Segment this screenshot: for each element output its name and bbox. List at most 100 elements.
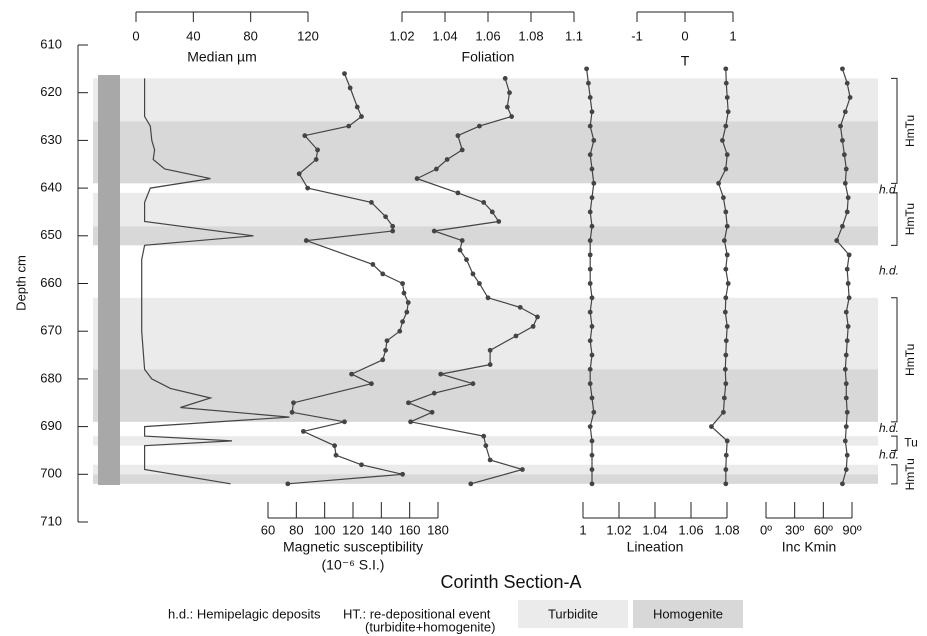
log-point	[723, 295, 729, 301]
log-point	[589, 438, 595, 444]
x-tick-label: 140	[370, 522, 392, 537]
log-point	[723, 452, 729, 458]
log-point	[846, 295, 852, 301]
log-point	[487, 362, 493, 367]
log-point	[487, 347, 493, 353]
y-tick-label: 650	[40, 227, 62, 242]
band	[93, 464, 878, 475]
unit-label: HmTu	[903, 203, 917, 235]
log-point	[359, 462, 364, 468]
band	[93, 474, 878, 484]
band	[93, 192, 878, 227]
x-tick-label: 120	[297, 28, 319, 43]
x-tick-label: 1.04	[432, 28, 457, 43]
log-point	[840, 138, 845, 143]
log-point	[470, 381, 476, 387]
log-point	[489, 209, 495, 215]
log-point	[303, 238, 309, 243]
band	[93, 297, 878, 370]
log-point	[591, 409, 597, 415]
log-line	[406, 78, 539, 485]
log-point	[485, 295, 491, 301]
log-point	[845, 281, 851, 286]
log-point	[468, 481, 474, 487]
unit-bracket	[891, 77, 898, 184]
panel-title: Inc Kmin	[782, 539, 836, 555]
log-point	[400, 471, 405, 477]
log-point	[459, 238, 465, 243]
log-point	[721, 395, 727, 401]
log-point	[724, 324, 730, 329]
log-point	[589, 195, 595, 201]
x-tick-label: 1.02	[606, 522, 631, 537]
x-tick-label: 180	[427, 522, 449, 537]
log-point	[591, 180, 597, 186]
note: h.d.: Hemipelagic deposits	[168, 606, 321, 621]
y-tick-label: 670	[40, 323, 62, 338]
panel-subtitle: (10⁻⁶ S.I.)	[322, 557, 385, 573]
panel-title: Median µm	[187, 49, 257, 65]
log-point	[591, 138, 597, 143]
band	[93, 121, 878, 184]
y-tick-label: 620	[40, 84, 62, 99]
log-point	[589, 223, 595, 229]
log-point	[721, 195, 726, 201]
log-point	[589, 452, 595, 458]
log-point	[846, 252, 852, 258]
log-point	[843, 395, 849, 401]
log-point	[406, 400, 411, 406]
log-line	[586, 68, 595, 484]
log-point	[296, 171, 302, 177]
log-point	[834, 238, 840, 243]
log-point	[589, 324, 595, 329]
log-point	[587, 424, 593, 429]
x-tick-label: 1.08	[714, 522, 739, 537]
x-tick-label: 40	[186, 28, 200, 43]
y-tick-label: 610	[40, 36, 62, 51]
x-tick-label: 1.06	[475, 28, 500, 43]
x-tick-label: 100	[314, 522, 336, 537]
log-point	[369, 200, 374, 205]
log-point	[724, 252, 730, 258]
log-point	[587, 152, 593, 158]
unit-bracket	[891, 464, 898, 485]
log-point	[723, 481, 729, 487]
log-point	[589, 109, 595, 115]
unit-label: HmTu	[903, 458, 917, 490]
log-point	[587, 238, 593, 243]
log-point	[404, 309, 410, 315]
log-point	[481, 200, 487, 205]
log-point	[302, 133, 308, 139]
y-tick-label: 660	[40, 275, 62, 290]
log-point	[725, 109, 731, 115]
log-point	[444, 157, 450, 162]
x-tick-label: 0	[132, 28, 139, 43]
log-point	[455, 190, 461, 196]
log-point	[844, 338, 850, 344]
band	[93, 78, 878, 122]
log-point	[401, 290, 407, 296]
log-point	[414, 176, 420, 181]
log-point	[587, 209, 593, 215]
log-point	[383, 347, 388, 353]
log-point	[845, 324, 851, 329]
log-point	[359, 114, 364, 119]
log-point	[481, 433, 487, 439]
log-point	[843, 166, 849, 172]
log-point	[342, 71, 347, 77]
log-point	[843, 467, 849, 472]
log-point	[483, 443, 489, 449]
note: (turbidite+homogenite)	[365, 619, 495, 634]
unit-label: Tu	[904, 435, 918, 449]
log-point	[457, 247, 463, 253]
log-point	[507, 90, 512, 96]
x-tick-label: 1.02	[389, 28, 414, 43]
x-tick-label: 120	[342, 522, 364, 537]
log-point	[400, 281, 405, 286]
log-point	[842, 366, 848, 372]
x-tick-label: 60º	[814, 522, 833, 537]
log-point	[724, 152, 730, 158]
x-tick-label: 60	[261, 522, 275, 537]
log-point	[722, 309, 728, 315]
